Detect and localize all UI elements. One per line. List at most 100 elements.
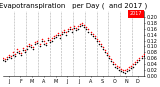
Point (32, 46, 35, 48)
Point (122, 71, 124, 73)
Title: Evapotranspiration   per Day (  and 2017 ): Evapotranspiration per Day ( and 2017 ) (0, 3, 147, 9)
Point (95, 38, 98, 40)
Point (126, 70, 128, 72)
Point (134, 61, 137, 63)
Point (20, 52, 22, 54)
Point (81, 24, 84, 26)
Point (24, 49, 27, 51)
Point (124, 72, 127, 74)
Point (73, 27, 76, 29)
Point (34, 43, 37, 45)
Point (110, 58, 112, 60)
Point (10, 55, 12, 57)
Point (106, 52, 108, 54)
Point (89, 31, 92, 32)
Point (136, 61, 139, 63)
Point (112, 64, 114, 65)
Point (69, 26, 71, 28)
Point (34, 41, 37, 43)
Text: 2017: 2017 (130, 11, 142, 16)
Point (124, 70, 127, 71)
Point (8, 56, 10, 58)
Point (52, 37, 55, 39)
Point (32, 49, 35, 50)
Point (85, 28, 88, 30)
Point (4, 60, 6, 62)
Point (28, 43, 31, 44)
Point (132, 66, 135, 68)
Point (142, 55, 145, 57)
Point (108, 55, 110, 57)
Point (22, 49, 24, 51)
Point (36, 42, 39, 44)
Point (134, 64, 137, 65)
Point (18, 52, 20, 54)
Point (30, 44, 33, 46)
Point (75, 29, 77, 31)
Point (83, 26, 86, 28)
Point (136, 59, 139, 61)
Point (40, 40, 43, 42)
Point (138, 57, 141, 59)
Point (114, 66, 116, 68)
Point (116, 65, 118, 67)
Point (65, 34, 67, 35)
Point (42, 43, 45, 44)
Point (55, 34, 57, 35)
Point (57, 32, 59, 34)
Point (52, 35, 55, 37)
Point (22, 47, 24, 49)
Point (95, 40, 98, 42)
Point (59, 34, 61, 36)
Point (67, 28, 69, 29)
Point (24, 52, 27, 53)
Point (138, 59, 141, 61)
Point (130, 65, 133, 67)
Point (16, 49, 18, 50)
Point (79, 23, 82, 25)
Point (65, 31, 67, 33)
Point (85, 26, 88, 28)
Point (30, 46, 33, 48)
Point (87, 28, 90, 30)
Point (42, 40, 45, 42)
Point (128, 67, 131, 68)
Point (6, 56, 8, 58)
Point (28, 45, 31, 47)
Point (126, 68, 128, 70)
Point (93, 37, 96, 39)
Point (120, 70, 122, 72)
Point (106, 55, 108, 56)
Point (38, 43, 41, 45)
Point (99, 46, 102, 47)
Point (12, 52, 14, 53)
Point (83, 24, 86, 26)
Point (91, 33, 94, 35)
Point (97, 43, 100, 44)
Point (1, 59, 4, 61)
Point (12, 54, 14, 56)
Point (63, 31, 65, 33)
Point (63, 29, 65, 31)
Point (140, 58, 143, 59)
Point (101, 46, 104, 48)
Point (71, 28, 73, 30)
Point (67, 30, 69, 32)
Point (61, 31, 63, 32)
Point (46, 37, 49, 38)
Point (75, 27, 77, 29)
Point (89, 33, 92, 35)
Point (55, 36, 57, 38)
Point (81, 22, 84, 23)
Point (6, 58, 8, 60)
Point (71, 31, 73, 32)
Point (73, 25, 76, 26)
Point (69, 28, 71, 30)
Point (118, 67, 120, 68)
Point (128, 69, 131, 71)
Point (87, 31, 90, 32)
Point (120, 68, 122, 70)
Point (26, 48, 28, 50)
Point (97, 40, 100, 42)
Point (77, 28, 80, 29)
